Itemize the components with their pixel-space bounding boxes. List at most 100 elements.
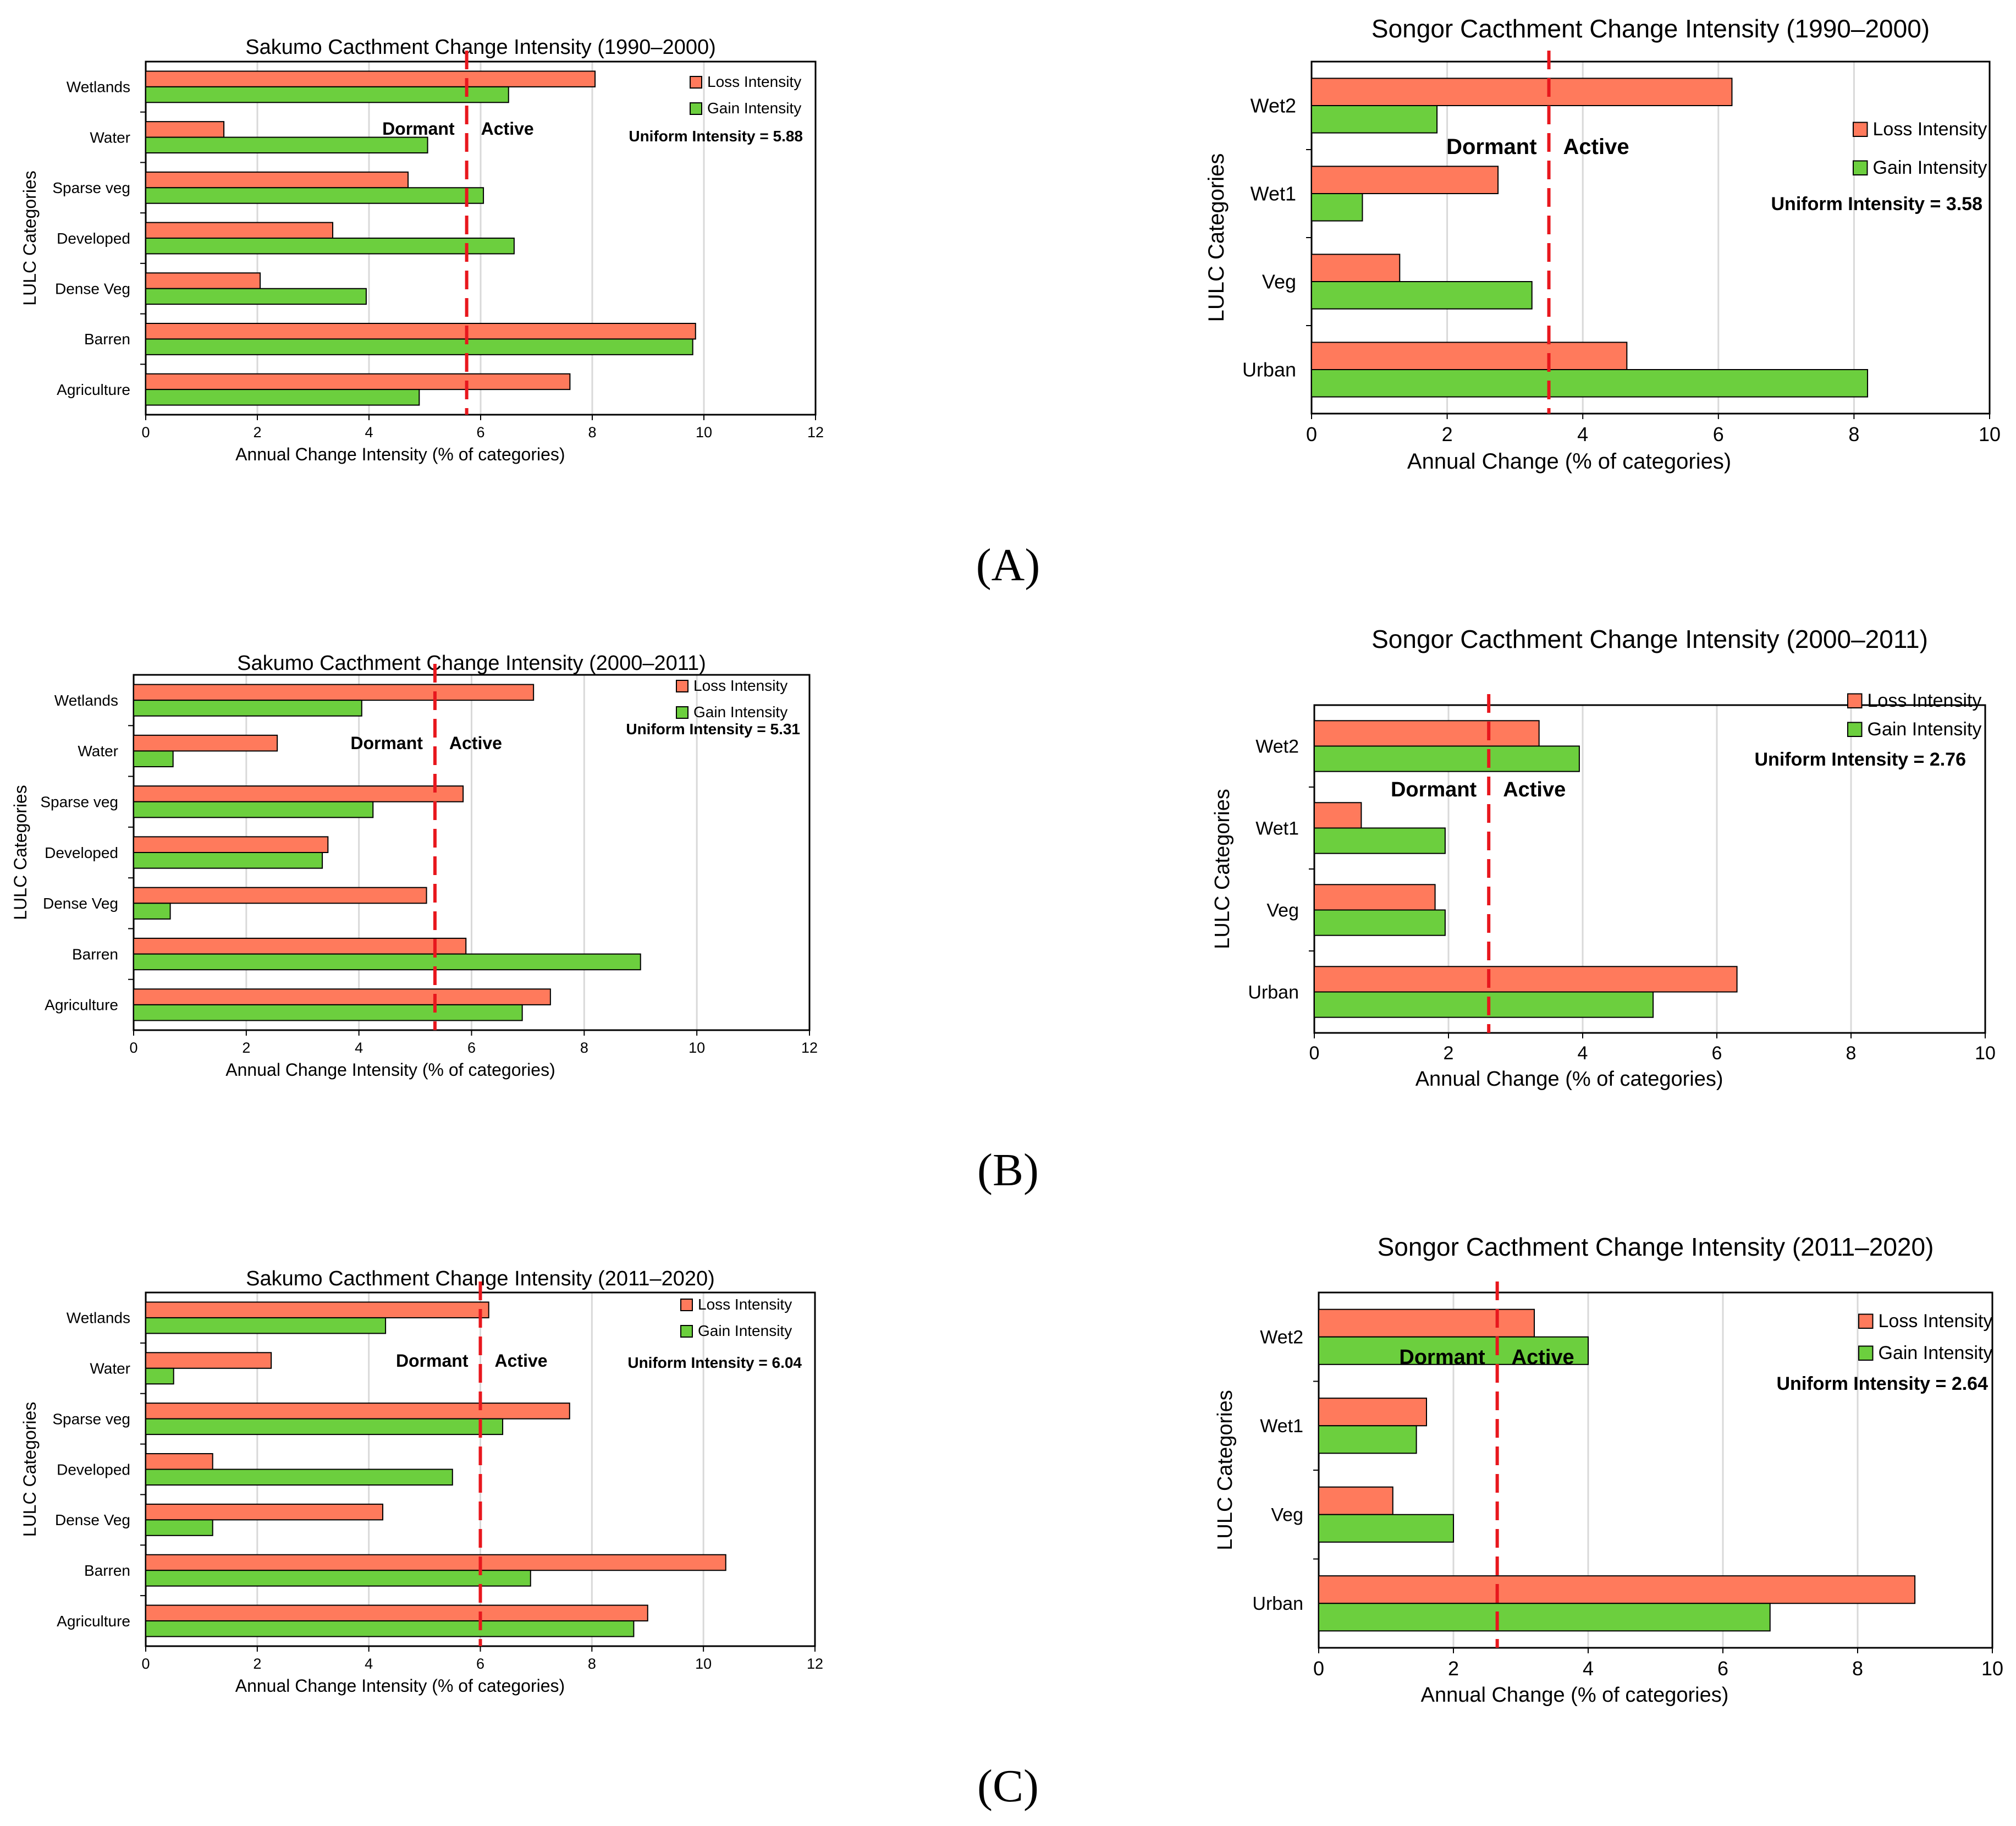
category-label: Wet2 — [1255, 736, 1299, 757]
gain-bar-wet2 — [1311, 105, 1438, 134]
loss-bar-dense-veg — [145, 272, 261, 289]
x-axis-label: Annual Change (% of categories) — [1421, 1684, 1729, 1707]
legend-gain-swatch — [680, 1325, 693, 1338]
x-tick-label: 0 — [141, 424, 150, 441]
category-label: Sparse veg — [40, 794, 118, 811]
legend-gain-label: Gain Intensity — [693, 703, 787, 721]
dormant-label: Dormant — [382, 119, 455, 139]
category-label: Wet1 — [1251, 183, 1296, 205]
gain-bar-developed — [145, 1469, 453, 1486]
uniform-intensity-label: Uniform Intensity = 3.58 — [1771, 194, 1983, 215]
category-label: Water — [90, 129, 130, 146]
x-tick-label: 8 — [1852, 1657, 1863, 1680]
category-label: Wet1 — [1260, 1416, 1303, 1437]
legend-gain-swatch — [690, 102, 702, 115]
gain-bar-wet1 — [1311, 193, 1363, 222]
x-tick-label: 12 — [801, 1040, 818, 1056]
x-tick-label: 12 — [807, 424, 824, 441]
loss-bar-veg — [1311, 254, 1401, 282]
category-label: Dense Veg — [43, 895, 118, 912]
loss-bar-developed — [145, 222, 334, 239]
category-label: Sparse veg — [52, 179, 130, 196]
gain-bar-dense-veg — [145, 288, 367, 305]
legend-loss-label: Loss Intensity — [1873, 119, 1987, 140]
category-label: Developed — [57, 230, 130, 247]
loss-bar-barren — [145, 1554, 726, 1571]
loss-bar-sparse-veg — [145, 1402, 570, 1420]
category-label: Veg — [1271, 1505, 1303, 1526]
gain-bar-water — [145, 136, 428, 154]
chart-sakumo-2011-2020: Sakumo Cacthment Change Intensity (2011–… — [20, 1267, 823, 1696]
x-tick-label: 10 — [696, 424, 712, 441]
loss-bar-water — [145, 121, 225, 138]
loss-bar-dense-veg — [133, 887, 427, 904]
gain-bar-wetlands — [145, 1317, 387, 1334]
y-axis-label: LULC Categories — [1204, 153, 1229, 322]
gain-bar-water — [133, 750, 174, 768]
x-tick-label: 2 — [253, 1656, 261, 1672]
x-tick-label: 0 — [1309, 1043, 1320, 1064]
x-axis-label: Annual Change Intensity (% of categories… — [225, 1060, 555, 1080]
x-tick-label: 0 — [129, 1040, 137, 1056]
legend-loss-label: Loss Intensity — [1868, 690, 1982, 711]
legend-gain-swatch — [1858, 1345, 1874, 1361]
gain-bar-water — [145, 1367, 174, 1385]
x-tick-label: 10 — [695, 1656, 712, 1672]
x-tick-label: 0 — [1313, 1657, 1324, 1680]
x-tick-label: 8 — [1846, 1043, 1857, 1064]
gain-bar-wet1 — [1318, 1425, 1417, 1454]
gain-bar-sparse-veg — [133, 801, 374, 818]
category-label: Wetlands — [54, 692, 118, 709]
x-tick-label: 6 — [1712, 1043, 1722, 1064]
category-label: Dense Veg — [55, 1511, 130, 1528]
loss-bar-agriculture — [145, 373, 571, 391]
panel-label-c: (C) — [977, 1761, 1039, 1812]
loss-bar-developed — [133, 836, 329, 854]
legend-gain-swatch — [676, 706, 688, 719]
chart-title: Sakumo Cacthment Change Intensity (2000–… — [237, 652, 706, 675]
gain-bar-agriculture — [133, 1004, 523, 1021]
x-tick-label: 6 — [476, 424, 484, 441]
gain-bar-developed — [133, 852, 323, 869]
category-label: Wetlands — [67, 79, 130, 96]
x-tick-label: 8 — [1848, 423, 1859, 446]
x-tick-label: 2 — [1448, 1657, 1459, 1680]
gain-bar-urban — [1318, 1603, 1771, 1632]
dormant-label: Dormant — [1391, 778, 1477, 801]
y-axis-label: LULC Categories — [20, 170, 40, 305]
legend-gain-swatch — [1853, 160, 1868, 175]
legend-gain-label: Gain Intensity — [698, 1322, 792, 1339]
gain-bar-agriculture — [145, 1620, 635, 1637]
category-label: Barren — [84, 1562, 130, 1579]
gain-bar-barren — [145, 338, 693, 355]
category-label: Agriculture — [57, 1613, 130, 1630]
x-axis-label: Annual Change (% of categories) — [1415, 1068, 1723, 1091]
y-axis-label: LULC Categories — [20, 1402, 40, 1537]
category-label: Veg — [1266, 900, 1299, 921]
category-label: Barren — [72, 945, 118, 963]
category-label: Veg — [1262, 271, 1296, 293]
loss-bar-wetlands — [133, 684, 535, 701]
x-tick-label: 4 — [365, 1656, 373, 1672]
uniform-intensity-label: Uniform Intensity = 2.64 — [1777, 1373, 1989, 1394]
legend-loss-label: Loss Intensity — [707, 73, 801, 90]
x-tick-label: 10 — [1979, 423, 2001, 446]
x-tick-label: 10 — [1975, 1043, 1996, 1064]
category-label: Wet2 — [1260, 1327, 1303, 1348]
x-tick-label: 2 — [1444, 1043, 1454, 1064]
x-tick-label: 10 — [688, 1040, 705, 1056]
loss-bar-wet2 — [1311, 78, 1733, 106]
active-label: Active — [1503, 778, 1566, 801]
legend-loss-swatch — [676, 680, 688, 692]
legend-loss-label: Loss Intensity — [693, 677, 787, 694]
x-axis-label: Annual Change Intensity (% of categories… — [235, 444, 565, 464]
y-axis-label: LULC Categories — [10, 785, 30, 920]
chart-title: Songor Cacthment Change Intensity (1990–… — [1371, 14, 1930, 43]
x-tick-label: 0 — [1306, 423, 1317, 446]
x-tick-label: 8 — [588, 1656, 596, 1672]
x-tick-label: 12 — [807, 1656, 823, 1672]
x-tick-label: 6 — [1717, 1657, 1728, 1680]
gain-bar-agriculture — [145, 389, 420, 406]
category-label: Dense Veg — [55, 280, 130, 298]
